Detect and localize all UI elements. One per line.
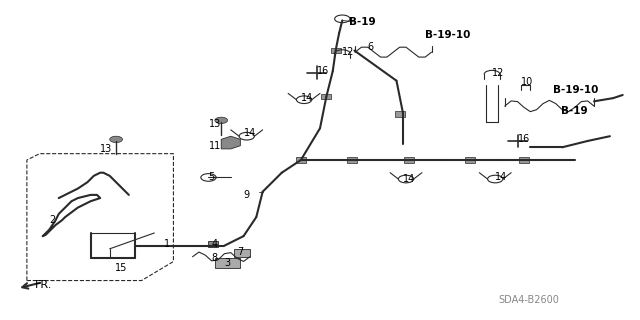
- Circle shape: [109, 136, 122, 142]
- Bar: [215, 258, 241, 268]
- Text: 14: 14: [244, 128, 256, 138]
- Bar: [519, 157, 529, 163]
- Text: SDA4-B2600: SDA4-B2600: [499, 295, 559, 305]
- Text: B-19: B-19: [349, 17, 375, 27]
- Text: 16: 16: [518, 134, 530, 144]
- Bar: [209, 241, 218, 247]
- Text: 9: 9: [244, 190, 250, 200]
- Text: 2: 2: [49, 215, 56, 225]
- Text: 15: 15: [115, 263, 127, 273]
- Text: 10: 10: [521, 77, 533, 87]
- Text: 5: 5: [209, 172, 215, 182]
- Polygon shape: [221, 136, 241, 149]
- Text: B-19-10: B-19-10: [425, 30, 470, 40]
- Text: B-19-10: B-19-10: [552, 85, 598, 95]
- Circle shape: [215, 117, 228, 124]
- Text: 1: 1: [164, 239, 170, 249]
- Bar: [394, 111, 404, 116]
- Bar: [321, 94, 332, 99]
- Text: 6: 6: [368, 42, 374, 52]
- Bar: [465, 157, 475, 163]
- Bar: [296, 157, 306, 163]
- Text: 16: 16: [317, 66, 329, 76]
- Text: 14: 14: [301, 93, 313, 103]
- Text: 14: 14: [495, 172, 508, 182]
- Text: 12: 12: [492, 68, 504, 78]
- Text: 11: 11: [209, 141, 221, 151]
- Bar: [347, 157, 357, 163]
- Bar: [234, 249, 250, 257]
- Text: 4: 4: [212, 239, 218, 249]
- Text: 8: 8: [212, 253, 218, 263]
- Text: 13: 13: [209, 118, 221, 129]
- Text: 14: 14: [403, 174, 415, 184]
- Text: 3: 3: [225, 258, 230, 268]
- Bar: [331, 48, 341, 53]
- Text: 7: 7: [237, 247, 243, 257]
- Text: 13: 13: [100, 144, 113, 154]
- Text: B-19: B-19: [561, 106, 588, 116]
- Bar: [404, 157, 414, 163]
- Text: FR.: FR.: [35, 280, 52, 290]
- Text: 12: 12: [342, 47, 355, 57]
